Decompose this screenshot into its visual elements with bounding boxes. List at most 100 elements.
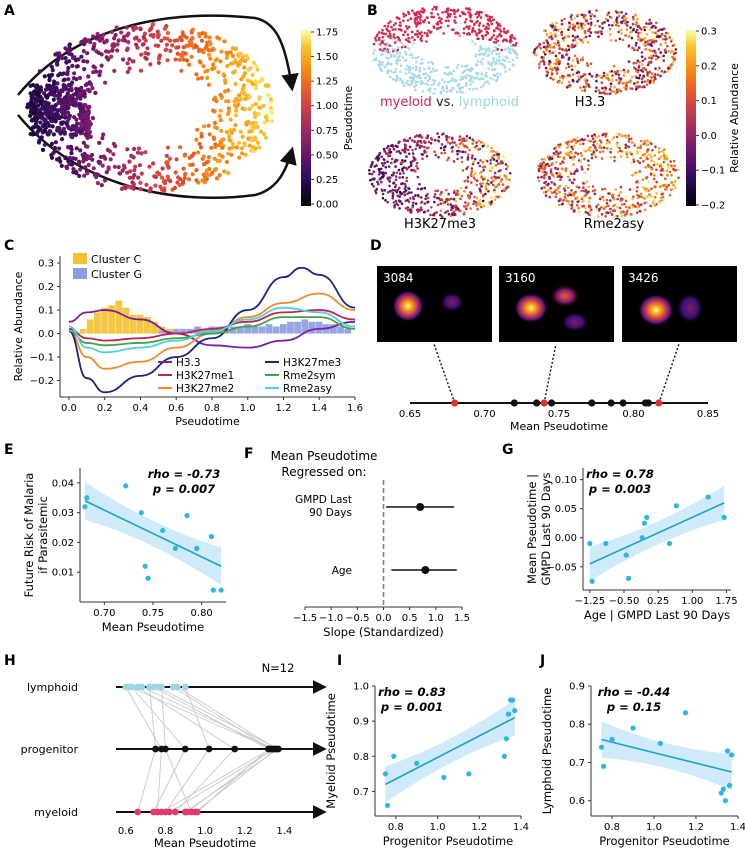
cell-point [449, 13, 452, 16]
cell-point [557, 199, 561, 203]
cell-point [595, 149, 598, 152]
forest-title-line2: Regressed on: [281, 465, 366, 479]
cell-point [472, 173, 475, 177]
cell-point [412, 42, 415, 45]
cell-point [148, 62, 153, 67]
cell-point [420, 31, 423, 34]
cell-point [132, 173, 137, 178]
cell-point [388, 32, 392, 36]
data-point [184, 513, 190, 519]
cell-point [557, 58, 560, 61]
cell-point [485, 71, 488, 75]
cell-point [386, 24, 390, 28]
cell-point [625, 81, 629, 85]
cell-point [193, 43, 198, 48]
cell-point [228, 138, 233, 143]
cell-point [454, 32, 458, 35]
cell-point [631, 46, 634, 50]
cell-point [67, 43, 72, 48]
cell-point [194, 168, 199, 173]
cell-point [66, 110, 71, 115]
cell-point [416, 55, 420, 59]
legend-label: H3K27me1 [176, 370, 234, 382]
cell-point [575, 42, 579, 45]
cell-point [452, 197, 456, 201]
cell-point [604, 135, 608, 138]
cell-point [81, 155, 86, 160]
cell-point [45, 132, 50, 137]
colorbar-tick-label: 0.1 [701, 96, 717, 107]
histogram-bar [172, 328, 180, 334]
cell-point [540, 187, 544, 190]
histogram-bar [279, 324, 287, 334]
cell-point [639, 139, 643, 143]
cell-point [419, 206, 423, 209]
cell-point [663, 70, 667, 73]
cell-point [577, 26, 580, 29]
cell-point [180, 30, 185, 35]
cell-point [436, 13, 440, 16]
cell-point [674, 186, 677, 189]
series-line [68, 309, 356, 349]
cell-point [457, 146, 460, 149]
cell-point [558, 172, 562, 176]
cell-point [666, 165, 670, 168]
cell-point [636, 152, 639, 155]
histogram-bar [151, 321, 158, 334]
cell-point [491, 156, 494, 159]
cell-point [435, 5, 438, 9]
cell-point [646, 157, 649, 161]
cell-point [396, 35, 400, 39]
cell-point [184, 58, 190, 63]
cell-point [655, 168, 658, 172]
cell-point [385, 49, 388, 53]
cell-point [459, 197, 462, 201]
cell-point [450, 72, 454, 76]
cell-point [182, 33, 187, 39]
cell-point [210, 66, 215, 71]
cell-point [477, 24, 481, 27]
cell-point [464, 138, 468, 141]
cell-point [437, 135, 441, 139]
cell-point [469, 83, 472, 86]
cell-point [636, 159, 640, 163]
cell-point [217, 173, 222, 178]
cell-point [178, 177, 183, 182]
cell-point [392, 173, 395, 177]
cell-point [403, 182, 407, 186]
cell-point [233, 46, 238, 52]
cell-point [247, 106, 252, 112]
cell-point [553, 32, 557, 36]
cell-point [113, 144, 118, 149]
cell-point [151, 32, 156, 38]
cell-point [571, 147, 575, 151]
cell-point [567, 26, 571, 30]
x-axis-label: Pseudotime [175, 415, 240, 428]
cell-point [571, 158, 575, 161]
cell-point [225, 50, 230, 55]
cell-point [106, 49, 111, 54]
cell-point [376, 180, 379, 184]
cell-point [446, 12, 450, 16]
cell-point [400, 29, 403, 32]
cell-point [643, 177, 646, 181]
cell-point [543, 166, 547, 170]
cell-point [202, 174, 208, 179]
cell-point [589, 23, 593, 27]
legend-label: Rme2sym [283, 370, 336, 382]
cell-point [53, 103, 58, 108]
cell-point [538, 66, 541, 69]
data-point [644, 514, 650, 520]
x-axis-label: Progenitor Pseudotime [599, 834, 729, 848]
cell-point [653, 160, 656, 164]
cell-point [143, 55, 148, 60]
cell-point [647, 40, 651, 43]
cell-point [31, 111, 36, 116]
cell-point [415, 60, 418, 64]
cell-point [641, 153, 645, 157]
cell-point [636, 205, 639, 208]
y-axis-label-line: Future Risk of Malaria [22, 473, 36, 598]
cell-point [377, 173, 381, 176]
cell-point [649, 154, 652, 157]
